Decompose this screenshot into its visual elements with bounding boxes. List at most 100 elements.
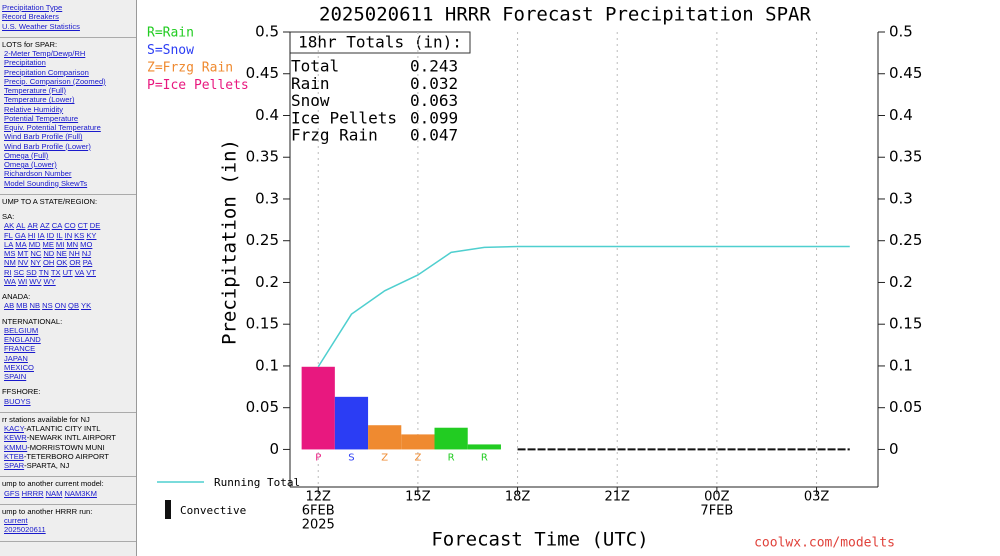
link[interactable]: DE: [89, 221, 101, 231]
station-link[interactable]: KACY: [4, 424, 24, 433]
link[interactable]: KS: [74, 230, 85, 240]
link[interactable]: MT: [17, 249, 29, 258]
link[interactable]: Precipitation Comparison: [4, 67, 89, 77]
link[interactable]: VT: [86, 267, 96, 277]
link[interactable]: AB: [4, 301, 15, 311]
link[interactable]: KY: [86, 230, 97, 240]
link[interactable]: GFS: [4, 488, 20, 498]
link[interactable]: PA: [82, 258, 93, 268]
link[interactable]: MI: [55, 239, 65, 249]
link[interactable]: NV: [17, 258, 29, 268]
link[interactable]: Omega (Lower): [4, 160, 57, 169]
link[interactable]: Precipitation Type: [2, 3, 63, 12]
sidebar-heading: ump to another HRRR run:: [2, 506, 93, 516]
sidebar-block: SA: AK AL AR AZ CA CO CT DE FL GA HI IA ID IL IN KS KY LA M…: [2, 212, 134, 286]
link[interactable]: Model Sounding SkewTs: [4, 178, 88, 188]
link[interactable]: Potential Temperature: [4, 113, 79, 123]
link[interactable]: ON: [54, 301, 67, 311]
link[interactable]: OR: [69, 258, 81, 268]
link[interactable]: HI: [27, 230, 36, 240]
link[interactable]: Equiv. Potential Temperature: [4, 123, 101, 132]
link[interactable]: ID: [46, 230, 55, 240]
station-link[interactable]: KTEB: [4, 451, 24, 461]
link[interactable]: ENGLAND: [4, 335, 41, 344]
link[interactable]: 2-Meter Temp/Dewp/RH: [4, 49, 86, 58]
link[interactable]: SPAIN: [4, 372, 27, 381]
link[interactable]: AL: [16, 221, 26, 231]
link-row: Precip. Comparison (Zoomed): [2, 77, 134, 86]
link[interactable]: NC: [30, 249, 42, 258]
link[interactable]: HRRR: [21, 488, 44, 498]
link[interactable]: LA: [4, 239, 14, 249]
link[interactable]: NE: [56, 249, 67, 258]
link[interactable]: CO: [64, 221, 76, 231]
link[interactable]: CA: [51, 221, 63, 231]
link[interactable]: current: [4, 516, 28, 525]
y-axis-label: Precipitation (in): [219, 139, 241, 345]
link[interactable]: Record Breakers: [2, 12, 59, 22]
link[interactable]: MS: [4, 249, 16, 258]
link[interactable]: ND: [43, 249, 55, 258]
link[interactable]: Wind Barb Profile (Lower): [4, 141, 91, 151]
link[interactable]: TN: [38, 267, 49, 277]
station-link[interactable]: SPAR: [4, 461, 25, 470]
link[interactable]: VA: [74, 267, 85, 277]
link[interactable]: MO: [80, 239, 93, 249]
link[interactable]: FRANCE: [4, 344, 36, 354]
link[interactable]: NM: [4, 258, 16, 268]
link[interactable]: ME: [42, 239, 54, 249]
sidebar-heading: SA:: [2, 212, 15, 221]
link[interactable]: IA: [37, 230, 45, 240]
link[interactable]: UT: [62, 267, 73, 277]
link[interactable]: RI: [4, 267, 12, 277]
link[interactable]: MB: [16, 301, 28, 311]
link[interactable]: NH: [68, 249, 80, 258]
link[interactable]: AK: [4, 221, 15, 231]
x-tick-label: 21Z: [604, 490, 630, 505]
link[interactable]: Omega (Full): [4, 150, 49, 160]
link[interactable]: Relative Humidity: [4, 104, 64, 114]
link[interactable]: QB: [68, 301, 80, 311]
link[interactable]: MA: [15, 239, 27, 249]
link[interactable]: SD: [26, 267, 37, 277]
link[interactable]: WY: [43, 276, 56, 286]
link[interactable]: NAM3KM: [64, 488, 97, 498]
link[interactable]: MN: [66, 239, 79, 249]
link[interactable]: BUOYS: [4, 396, 31, 406]
station-link[interactable]: KMMU: [4, 442, 28, 452]
link[interactable]: 2025020611: [4, 525, 46, 535]
link[interactable]: NS: [42, 301, 53, 311]
station-link[interactable]: KEWR: [4, 433, 27, 443]
link[interactable]: AZ: [40, 221, 50, 231]
y-tick-label: 0.2: [255, 273, 279, 291]
link[interactable]: MD: [28, 239, 41, 249]
link[interactable]: OK: [56, 258, 68, 268]
link[interactable]: Richardson Number: [4, 169, 72, 179]
link[interactable]: BELGIUM: [4, 325, 39, 335]
link[interactable]: NB: [29, 301, 41, 311]
link[interactable]: Precip. Comparison (Zoomed): [4, 76, 106, 86]
link[interactable]: AR: [27, 221, 38, 231]
link[interactable]: WI: [17, 276, 28, 286]
link[interactable]: NAM: [45, 488, 63, 498]
link[interactable]: Temperature (Full): [4, 86, 67, 95]
link[interactable]: Wind Barb Profile (Full): [4, 132, 83, 142]
link[interactable]: WV: [29, 276, 42, 286]
link[interactable]: JAPAN: [4, 353, 28, 363]
link[interactable]: GA: [14, 230, 26, 240]
link[interactable]: TX: [50, 267, 61, 277]
link[interactable]: YK: [81, 301, 92, 311]
link[interactable]: SC: [13, 267, 25, 277]
link[interactable]: Precipitation: [4, 58, 46, 68]
link[interactable]: NY: [30, 258, 41, 268]
link[interactable]: WA: [4, 276, 16, 286]
link[interactable]: NJ: [81, 249, 92, 258]
link[interactable]: MEXICO: [4, 362, 34, 372]
link[interactable]: FL: [4, 230, 13, 240]
link[interactable]: IL: [56, 230, 63, 240]
link[interactable]: Temperature (Lower): [4, 95, 75, 105]
link[interactable]: CT: [77, 221, 88, 231]
link[interactable]: OH: [42, 258, 55, 268]
link[interactable]: U.S. Weather Statistics: [2, 21, 80, 31]
link[interactable]: IN: [64, 230, 73, 240]
